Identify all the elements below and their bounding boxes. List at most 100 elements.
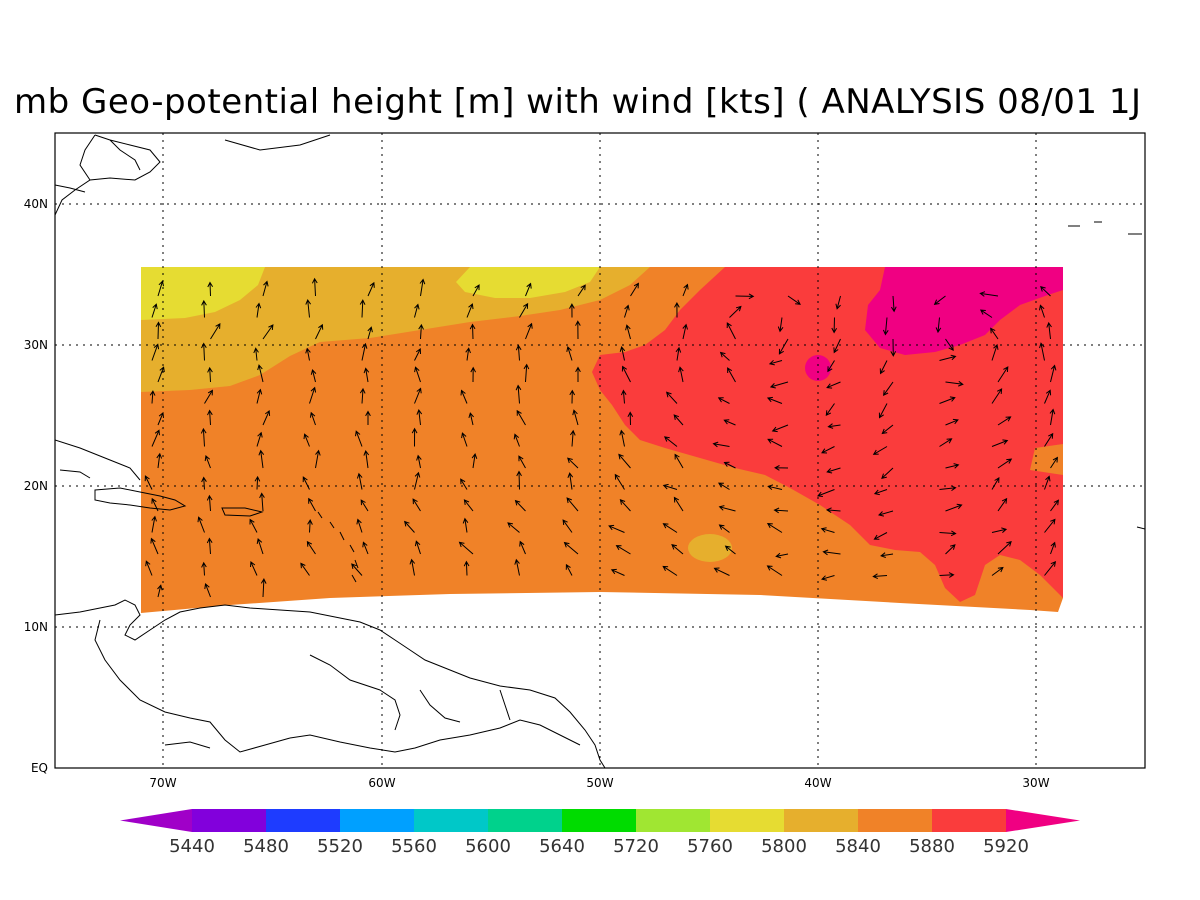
wind-arrow xyxy=(206,537,213,555)
wind-arrow xyxy=(724,545,736,555)
wind-arrow xyxy=(197,516,205,533)
wind-arrow xyxy=(157,411,164,426)
wind-arrow xyxy=(418,323,424,340)
wind-arrow xyxy=(682,323,688,340)
wind-arrow xyxy=(939,354,957,361)
lat-tick-label: 10N xyxy=(24,620,48,634)
wind-arrow xyxy=(315,449,321,469)
wind-arrow xyxy=(773,507,789,514)
colorbar-swatch xyxy=(710,809,784,832)
wind-arrow xyxy=(151,303,158,318)
wind-arrow xyxy=(1039,342,1045,361)
wind-arrow xyxy=(873,489,888,496)
wind-arrow xyxy=(723,419,736,426)
wind-arrow xyxy=(468,412,474,426)
wind-arrow xyxy=(1050,541,1056,555)
wind-arrow xyxy=(768,359,783,366)
wind-arrow xyxy=(820,527,835,533)
wind-arrow xyxy=(569,303,575,318)
wind-arrow xyxy=(458,541,474,555)
wind-arrow xyxy=(204,583,211,598)
wind-arrow xyxy=(157,366,165,383)
wind-arrow xyxy=(991,566,1004,576)
field-tan-patch xyxy=(688,534,732,562)
colorbar-label: 5760 xyxy=(687,836,733,857)
colorbar-swatch xyxy=(784,809,858,832)
wind-arrow xyxy=(879,360,888,375)
wind-arrow xyxy=(682,283,689,297)
wind-arrow xyxy=(1050,499,1060,512)
field-5760-5800-central xyxy=(456,267,600,298)
colorbar-label: 5800 xyxy=(761,836,807,857)
wind-arrow xyxy=(145,560,153,576)
grid-lines xyxy=(55,133,1145,768)
wind-arrow xyxy=(933,295,946,305)
lat-tick-label: EQ xyxy=(31,761,48,775)
wind-arrow xyxy=(614,473,625,490)
wind-arrow xyxy=(673,414,684,426)
colorbar-label: 5920 xyxy=(983,836,1029,857)
colorbar-label: 5640 xyxy=(539,836,585,857)
wind-arrow xyxy=(881,467,894,480)
wind-arrow xyxy=(359,299,366,318)
wind-arrow xyxy=(662,565,678,576)
wind-arrow xyxy=(569,389,576,404)
wind-arrow xyxy=(624,304,630,318)
field-above-5920 xyxy=(865,267,1063,355)
wind-arrow xyxy=(835,295,841,310)
wind-arrow xyxy=(567,457,579,469)
wind-arrow xyxy=(460,389,468,404)
colorbar-swatch xyxy=(932,809,1006,832)
wind-arrow xyxy=(718,482,730,490)
wind-arrow xyxy=(1039,304,1045,318)
wind-arrow xyxy=(355,430,363,447)
wind-arrow xyxy=(718,505,736,512)
wind-arrow xyxy=(253,347,259,361)
wind-arrow xyxy=(821,575,835,581)
wind-arrow xyxy=(257,364,264,383)
wind-arrow xyxy=(1050,364,1057,383)
wind-arrow xyxy=(514,558,520,576)
wind-arrow xyxy=(256,388,263,404)
wind-arrow xyxy=(767,484,783,490)
map-title: mb Geo-potential height [m] with wind [k… xyxy=(14,82,1142,122)
wind-arrow xyxy=(367,281,375,297)
wind-arrow xyxy=(149,390,156,404)
colorbar: 5440 5480 5520 5560 5600 5640 5720 5760 5800 5840… xyxy=(120,809,1080,857)
wind-arrow xyxy=(201,342,207,361)
colorbar-swatch xyxy=(340,809,414,832)
wind-arrow xyxy=(201,476,207,490)
coastlines xyxy=(55,134,1145,768)
wind-arrow xyxy=(204,455,211,469)
wind-arrow xyxy=(360,499,369,512)
wind-arrow xyxy=(575,366,581,382)
wind-arrow xyxy=(311,277,318,297)
wind-arrow xyxy=(416,408,423,426)
wind-arrow xyxy=(414,303,420,318)
wind-arrow xyxy=(302,476,310,490)
wind-arrow xyxy=(362,541,369,555)
wind-arrow xyxy=(979,291,999,297)
wind-arrow xyxy=(766,396,783,404)
wind-arrow xyxy=(826,467,841,474)
wind-arrow xyxy=(662,523,678,533)
wind-arrow xyxy=(827,360,835,373)
wind-arrow xyxy=(826,381,841,389)
wind-arrow xyxy=(411,427,418,447)
wind-arrow xyxy=(465,347,471,361)
wind-arrow xyxy=(817,489,835,497)
wind-arrow xyxy=(259,492,265,512)
wind-arrow xyxy=(991,476,1000,490)
wind-arrow xyxy=(777,317,784,333)
wind-arrow xyxy=(419,278,426,297)
wind-arrow xyxy=(363,449,370,469)
wind-arrow xyxy=(250,561,258,576)
wind-arrow xyxy=(878,403,888,419)
wind-arrow xyxy=(566,346,573,361)
wind-arrow xyxy=(470,366,477,383)
wind-arrow xyxy=(873,532,888,540)
wind-arrow xyxy=(872,573,888,580)
wind-arrow xyxy=(713,567,730,576)
colorbar-label: 5880 xyxy=(909,836,955,857)
